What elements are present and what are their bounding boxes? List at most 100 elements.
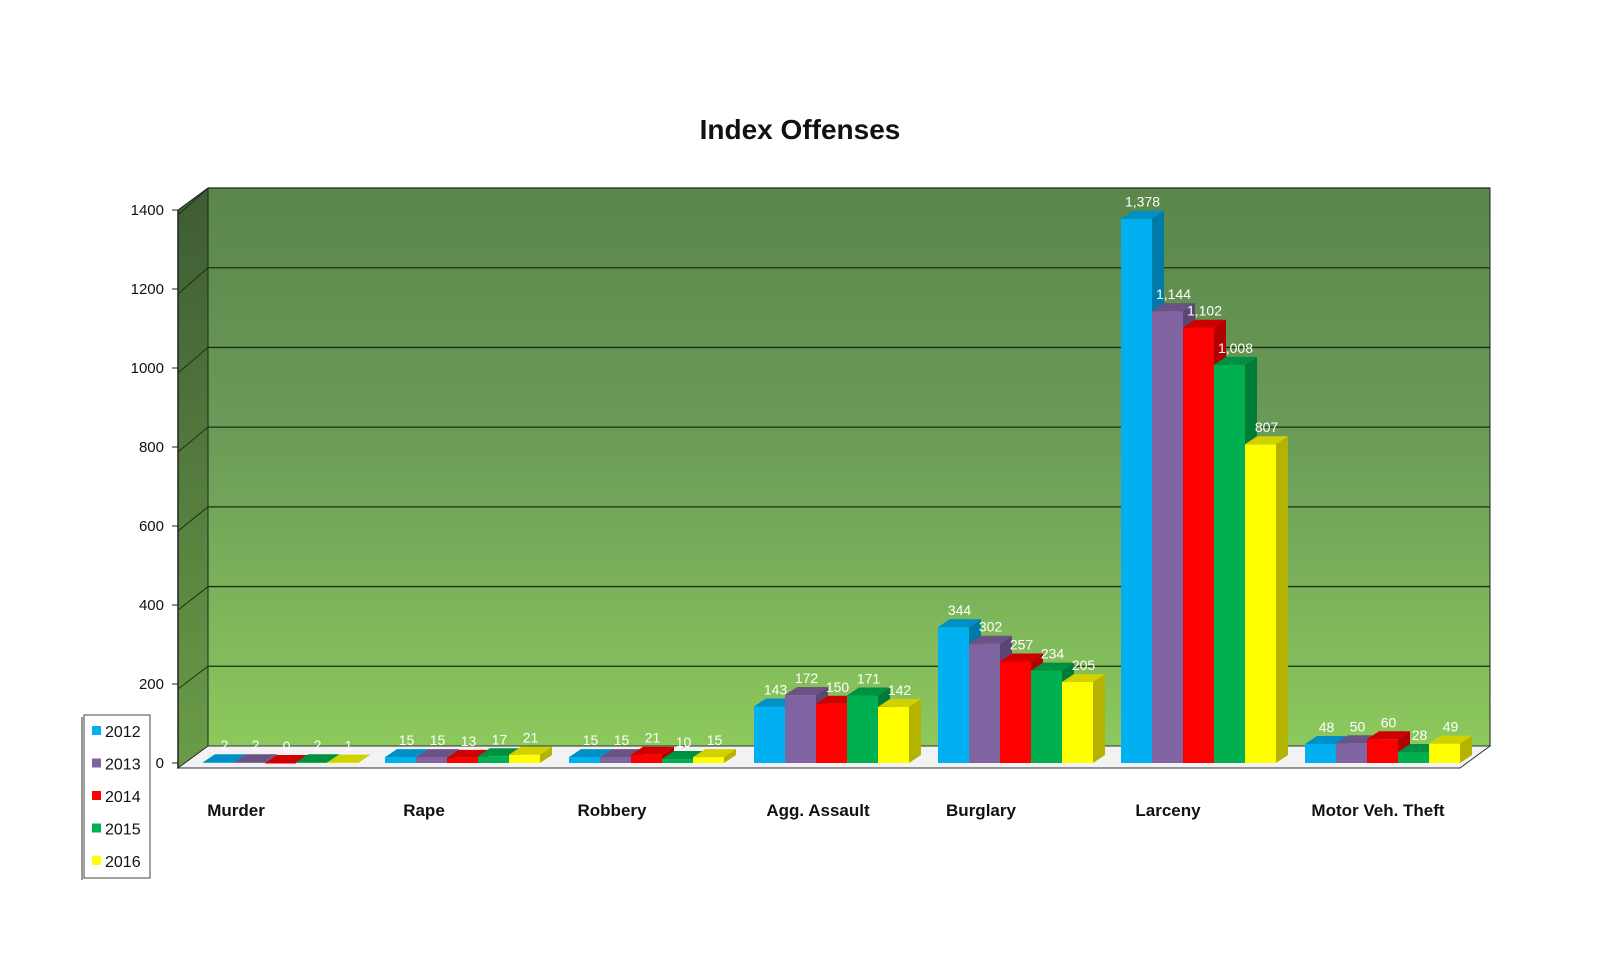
bar-side [909, 698, 921, 763]
bar-front [1121, 218, 1152, 763]
bar-front [847, 695, 878, 763]
bar-front [662, 759, 693, 763]
data-label: 15 [399, 732, 415, 748]
bar-front [447, 757, 478, 763]
legend-label: 2015 [105, 822, 141, 839]
bar-top [416, 749, 459, 758]
bar-top [1214, 356, 1257, 365]
bar-front [785, 695, 816, 763]
bar-top [327, 754, 370, 763]
bar-front [938, 627, 969, 763]
bar-top [785, 687, 828, 696]
bar-front [327, 762, 358, 764]
bar-front [631, 754, 662, 763]
data-label: 21 [645, 730, 661, 746]
bar-top [296, 754, 339, 763]
bar-top [693, 749, 736, 758]
bar-front [1367, 739, 1398, 763]
y-axis-ticks: 0 200 400 600 800 1000 1200 1400 [131, 202, 178, 772]
legend-item: 2013 [92, 757, 141, 774]
bar-front [1000, 661, 1031, 763]
bar-top [569, 749, 612, 758]
gridline-side [177, 586, 209, 611]
bar [509, 746, 552, 763]
legend-swatch [92, 758, 101, 768]
bar-front [385, 757, 416, 763]
chart-title: Index Offenses [700, 114, 901, 145]
bar-front [1152, 311, 1183, 763]
legend-swatch [92, 791, 101, 800]
bar-top [878, 698, 921, 707]
gridline-side [177, 665, 209, 690]
bar-top [1245, 436, 1288, 445]
bar [1121, 210, 1164, 763]
bar-front [816, 703, 847, 763]
data-label: 344 [948, 602, 972, 618]
data-label: 234 [1041, 646, 1065, 662]
bar [234, 754, 277, 763]
bar-front [416, 757, 447, 763]
data-label: 0 [283, 738, 291, 754]
bar-front [1336, 743, 1367, 763]
bar-top [385, 749, 428, 758]
data-label: 15 [583, 732, 599, 748]
bar-side [1460, 735, 1472, 763]
bar-front [1245, 444, 1276, 763]
data-label: 172 [795, 670, 819, 686]
bar-front [265, 763, 296, 764]
bar [1429, 735, 1472, 763]
bar-front [1305, 744, 1336, 763]
y-tick-label: 1200 [131, 281, 164, 298]
legend: 2012 2013 2014 2015 2016 [81, 714, 151, 880]
data-label: 28 [1412, 727, 1428, 743]
data-label: 60 [1381, 714, 1397, 730]
bar [327, 754, 370, 764]
y-tick-label: 600 [139, 518, 164, 535]
category-label: Agg. Assault [766, 801, 870, 820]
data-label: 302 [979, 619, 1003, 635]
bar-front [509, 754, 540, 763]
y-tick-label: 400 [139, 597, 164, 614]
data-label: 2 [252, 737, 260, 753]
bar-top [1305, 736, 1348, 745]
bar-front [1183, 327, 1214, 763]
data-label: 10 [676, 734, 692, 750]
legend-item: 2012 [92, 724, 141, 741]
bar-top [1152, 303, 1195, 312]
gridline-side [177, 347, 209, 374]
category-label: Murder [207, 801, 265, 820]
data-label: 21 [523, 730, 539, 746]
data-label: 1,008 [1218, 340, 1253, 356]
data-label: 2 [314, 737, 322, 753]
category-label: Larceny [1135, 801, 1201, 820]
bar-top [1429, 735, 1472, 744]
data-label: 205 [1072, 657, 1096, 673]
bar-front [1062, 682, 1093, 763]
data-label: 143 [764, 682, 788, 698]
y-tick-label: 1000 [131, 360, 164, 377]
data-label: 1 [345, 738, 353, 754]
bar-front [569, 757, 600, 763]
bar-top [631, 746, 674, 755]
bar-top [265, 755, 308, 763]
data-label: 15 [614, 732, 630, 748]
bar-side [1276, 436, 1288, 763]
bar-side [1093, 674, 1105, 763]
legend-swatch [92, 726, 101, 735]
legend-label: 2016 [105, 854, 141, 871]
bar-top [1031, 662, 1074, 671]
bar-front [203, 762, 234, 763]
bar-top [847, 687, 890, 696]
bar-front [693, 757, 724, 763]
bar-top [1000, 653, 1043, 662]
bar [878, 698, 921, 763]
bar-side [265, 754, 277, 763]
bar-side [724, 749, 736, 763]
bar-front [1429, 743, 1460, 763]
bar-front [754, 706, 785, 763]
bar-front [296, 762, 327, 763]
bar-front [1398, 751, 1429, 763]
bar-top [234, 754, 277, 763]
data-label: 17 [492, 731, 508, 747]
